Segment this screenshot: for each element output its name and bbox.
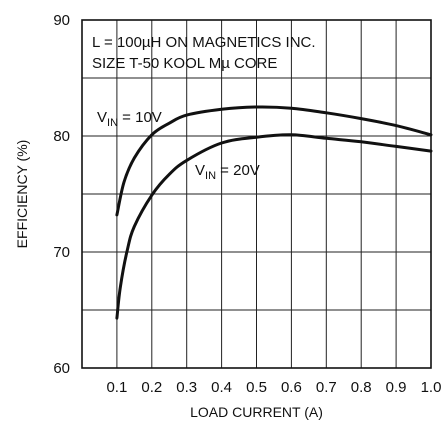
y-tick-labels: 60 70 80 90 — [53, 12, 70, 377]
series-label-vin-20v: VIN = 20V — [195, 162, 260, 182]
grid — [82, 20, 432, 368]
x-tick-label: 0.4 — [211, 379, 232, 396]
x-tick-label: 0.9 — [386, 379, 407, 396]
series-label-subscript: IN — [205, 170, 216, 182]
series-line-1 — [115, 133, 433, 320]
series-label-subscript: IN — [107, 117, 118, 129]
series-line-0 — [115, 105, 433, 217]
y-tick-label: 70 — [53, 244, 70, 261]
x-tick-label: 0.1 — [106, 379, 127, 396]
x-axis-title: LOAD CURRENT (A) — [190, 404, 323, 420]
x-tick-label: 0.6 — [281, 379, 302, 396]
x-tick-label: 0.2 — [141, 379, 162, 396]
plot-frame — [81, 19, 432, 369]
series-label-main: V — [97, 109, 107, 126]
x-tick-label: 0.7 — [316, 379, 337, 396]
y-axis-title: EFFICIENCY (%) — [14, 140, 30, 249]
y-tick-label: 80 — [53, 128, 70, 145]
series-label-main: V — [195, 162, 205, 179]
series-lines — [115, 105, 433, 320]
y-tick-label: 90 — [53, 12, 70, 29]
series-label-rest: = 20V — [216, 162, 260, 179]
x-tick-label: 0.8 — [351, 379, 372, 396]
x-tick-label: 0.3 — [176, 379, 197, 396]
series-label-vin-10v: VIN = 10V — [97, 109, 162, 129]
annotation-line-1: L = 100µH ON MAGNETICS INC. — [92, 34, 316, 51]
annotation-line-2: SIZE T-50 KOOL Mµ CORE — [92, 55, 277, 72]
x-tick-label: 1.0 — [421, 379, 442, 396]
y-tick-label: 60 — [53, 360, 70, 377]
x-tick-label: 0.5 — [246, 379, 267, 396]
x-tick-labels: 0.1 0.2 0.3 0.4 0.5 0.6 0.7 0.8 0.9 1.0 — [106, 379, 441, 396]
series-label-rest: = 10V — [118, 109, 162, 126]
